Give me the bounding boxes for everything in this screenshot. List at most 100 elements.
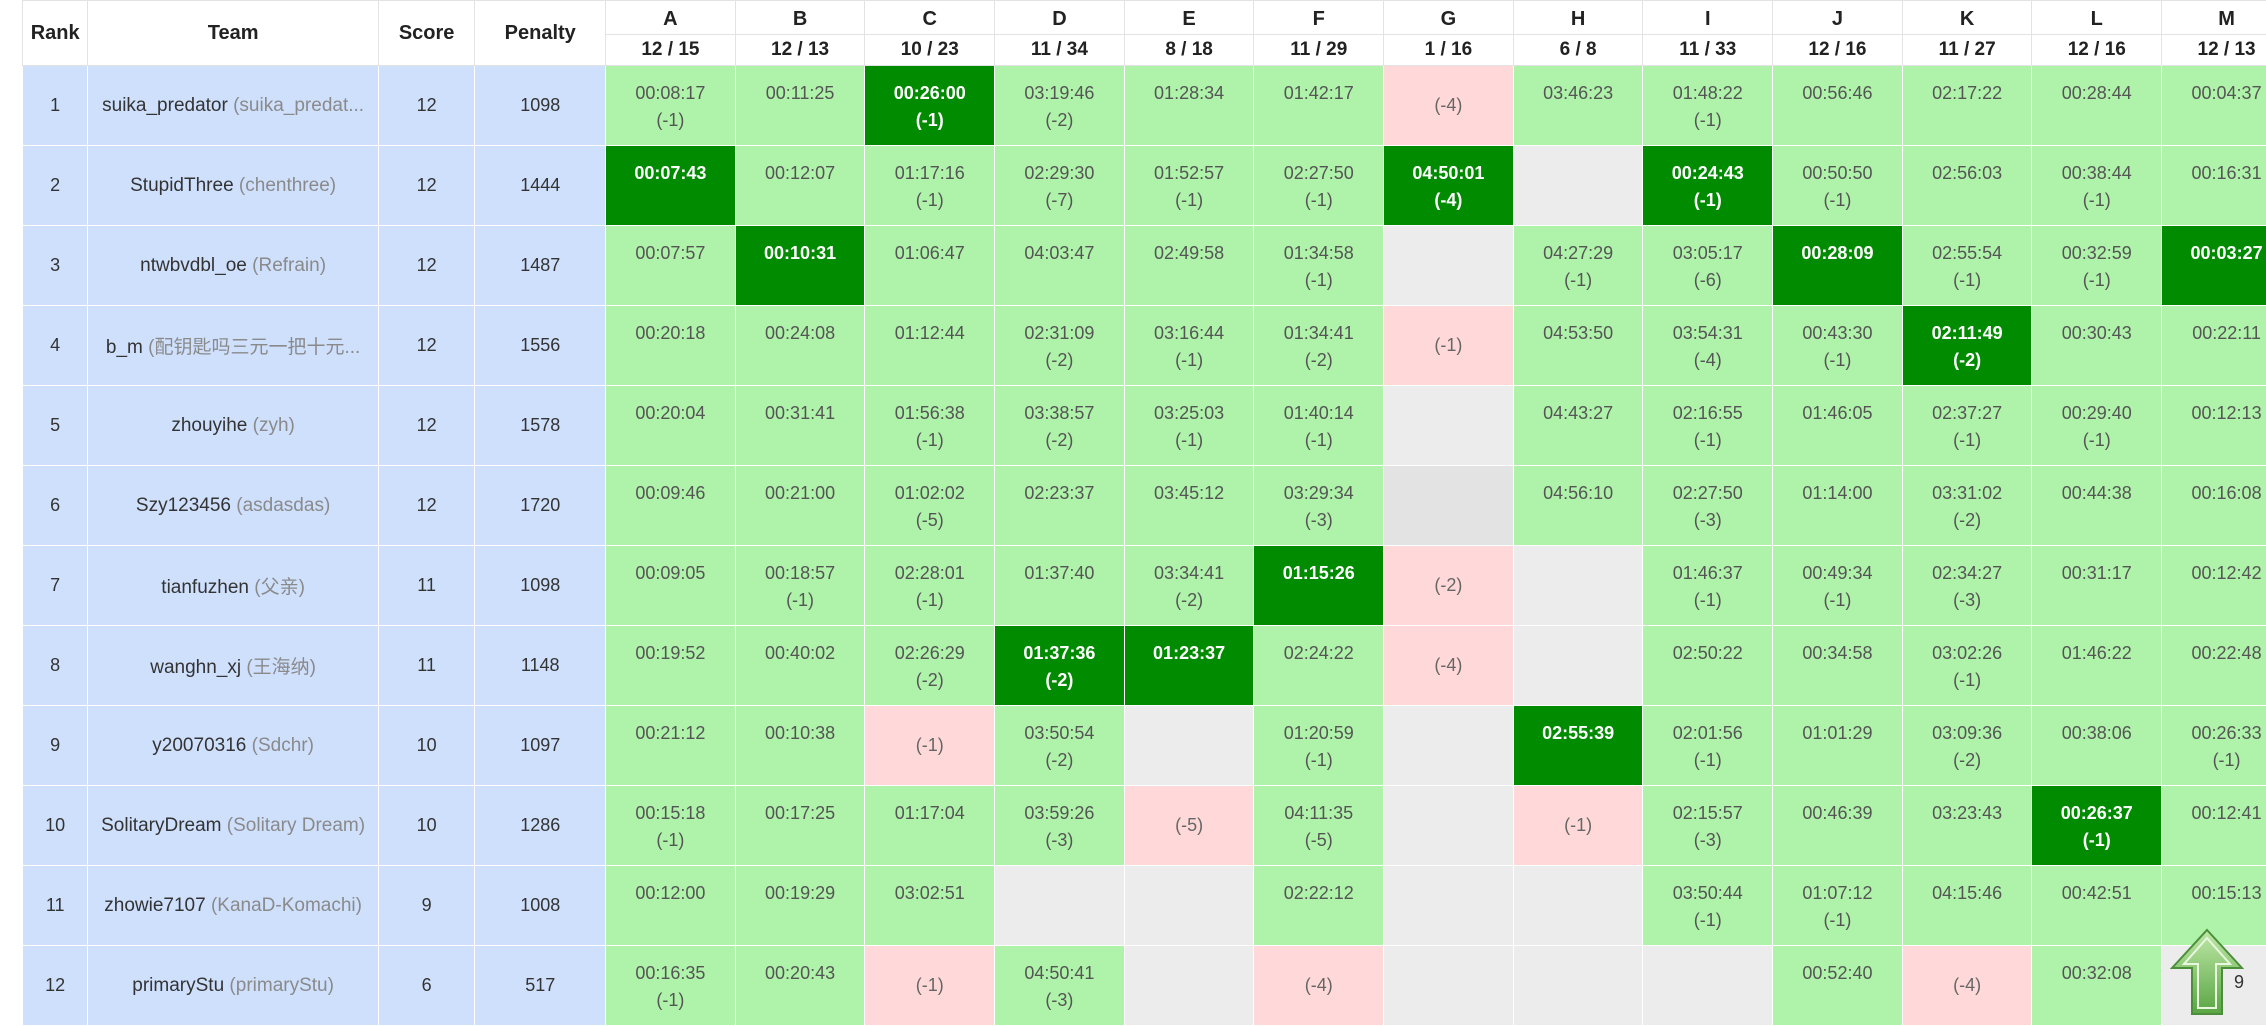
- problem-cell-g[interactable]: (-4): [1383, 625, 1514, 706]
- problem-cell-h[interactable]: 04:27:29 (-1): [1512, 225, 1644, 306]
- problem-cell-l[interactable]: 00:32:59 (-1): [2031, 225, 2163, 306]
- problem-cell-k[interactable]: 02:56:03: [1901, 145, 2033, 226]
- problem-cell-g[interactable]: [1383, 865, 1514, 946]
- problem-cell-e[interactable]: (-5): [1123, 785, 1255, 866]
- problem-header-m[interactable]: M 12 / 13: [2161, 0, 2266, 66]
- problem-cell-d[interactable]: 03:50:54 (-2): [994, 705, 1125, 786]
- problem-cell-c[interactable]: (-1): [864, 945, 996, 1026]
- problem-cell-k[interactable]: (-4): [1901, 945, 2033, 1026]
- problem-header-l[interactable]: L 12 / 16: [2031, 0, 2163, 66]
- problem-cell-k[interactable]: 02:37:27 (-1): [1901, 385, 2033, 466]
- problem-cell-h[interactable]: (-1): [1512, 785, 1644, 866]
- problem-cell-j[interactable]: 00:50:50 (-1): [1772, 145, 1903, 226]
- problem-cell-g[interactable]: [1383, 465, 1514, 546]
- problem-cell-m[interactable]: 00:22:11: [2161, 305, 2266, 386]
- table-row[interactable]: 4 b_m (配钥匙吗三元一把十元... 12 1556 00:20:18 00:24:0…: [22, 305, 2266, 386]
- problem-cell-c[interactable]: 00:26:00 (-1): [864, 65, 996, 146]
- problem-cell-m[interactable]: 00:12:42: [2161, 545, 2266, 626]
- table-row[interactable]: 10 SolitaryDream (Solitary Dream) 10 1286 00…: [22, 785, 2266, 866]
- problem-cell-i[interactable]: 02:50:22: [1642, 625, 1774, 706]
- penalty-header[interactable]: Penalty: [474, 0, 607, 66]
- problem-cell-b[interactable]: 00:12:07: [734, 145, 866, 226]
- problem-cell-l[interactable]: 00:31:17: [2031, 545, 2163, 626]
- team-cell[interactable]: SolitaryDream (Solitary Dream): [87, 785, 379, 866]
- problem-cell-e[interactable]: [1123, 865, 1255, 946]
- problem-cell-c[interactable]: 01:06:47: [864, 225, 996, 306]
- problem-cell-e[interactable]: 03:25:03 (-1): [1123, 385, 1255, 466]
- problem-cell-k[interactable]: 02:34:27 (-3): [1901, 545, 2033, 626]
- problem-cell-j[interactable]: 01:14:00: [1772, 465, 1903, 546]
- problem-header-k[interactable]: K 11 / 27: [1901, 0, 2033, 66]
- problem-cell-i[interactable]: 02:15:57 (-3): [1642, 785, 1774, 866]
- problem-cell-l[interactable]: 00:42:51: [2031, 865, 2163, 946]
- problem-cell-f[interactable]: 03:29:34 (-3): [1253, 465, 1385, 546]
- problem-cell-f[interactable]: 02:27:50 (-1): [1253, 145, 1385, 226]
- problem-cell-m[interactable]: 00:04:37: [2161, 65, 2266, 146]
- team-cell[interactable]: StupidThree (chenthree): [87, 145, 379, 226]
- team-cell[interactable]: wanghn_xj (王海纳): [87, 625, 379, 706]
- problem-cell-m[interactable]: 00:15:13: [2161, 865, 2266, 946]
- problem-cell-i[interactable]: 01:46:37 (-1): [1642, 545, 1774, 626]
- problem-cell-d[interactable]: 02:31:09 (-2): [994, 305, 1125, 386]
- problem-cell-m[interactable]: 00:16:31: [2161, 145, 2266, 226]
- problem-cell-f[interactable]: 01:40:14 (-1): [1253, 385, 1385, 466]
- problem-cell-b[interactable]: 00:31:41: [734, 385, 866, 466]
- problem-cell-b[interactable]: 00:24:08: [734, 305, 866, 386]
- problem-cell-g[interactable]: (-2): [1383, 545, 1514, 626]
- problem-cell-e[interactable]: [1123, 705, 1255, 786]
- problem-header-e[interactable]: E 8 / 18: [1123, 0, 1255, 66]
- problem-cell-d[interactable]: 04:50:41 (-3): [994, 945, 1125, 1026]
- table-row[interactable]: 12 primaryStu (primaryStu) 6 517 00:16:35 (-1…: [22, 945, 2266, 1026]
- problem-cell-i[interactable]: [1642, 945, 1774, 1026]
- problem-cell-c[interactable]: (-1): [864, 705, 996, 786]
- problem-cell-l[interactable]: 00:38:06: [2031, 705, 2163, 786]
- problem-cell-i[interactable]: 03:54:31 (-4): [1642, 305, 1774, 386]
- problem-cell-d[interactable]: [994, 865, 1125, 946]
- problem-header-h[interactable]: H 6 / 8: [1512, 0, 1644, 66]
- problem-cell-b[interactable]: 00:40:02: [734, 625, 866, 706]
- problem-cell-m[interactable]: 00:22:48: [2161, 625, 2266, 706]
- problem-cell-i[interactable]: 00:24:43 (-1): [1642, 145, 1774, 226]
- table-row[interactable]: 6 Szy123456 (asdasdas) 12 1720 00:09:46 00:21…: [22, 465, 2266, 546]
- problem-cell-h[interactable]: 03:46:23: [1512, 65, 1644, 146]
- problem-cell-e[interactable]: [1123, 945, 1255, 1026]
- problem-cell-d[interactable]: 03:59:26 (-3): [994, 785, 1125, 866]
- problem-cell-h[interactable]: 04:43:27: [1512, 385, 1644, 466]
- problem-cell-a[interactable]: 00:16:35 (-1): [605, 945, 736, 1026]
- problem-cell-j[interactable]: 00:43:30 (-1): [1772, 305, 1903, 386]
- problem-cell-a[interactable]: 00:15:18 (-1): [605, 785, 736, 866]
- team-cell[interactable]: Szy123456 (asdasdas): [87, 465, 379, 546]
- problem-cell-g[interactable]: 04:50:01 (-4): [1383, 145, 1514, 226]
- problem-cell-i[interactable]: 02:16:55 (-1): [1642, 385, 1774, 466]
- problem-cell-f[interactable]: 01:34:58 (-1): [1253, 225, 1385, 306]
- problem-cell-j[interactable]: 00:46:39: [1772, 785, 1903, 866]
- problem-cell-l[interactable]: 00:26:37 (-1): [2031, 785, 2163, 866]
- problem-cell-e[interactable]: 03:34:41 (-2): [1123, 545, 1255, 626]
- problem-cell-c[interactable]: 03:02:51: [864, 865, 996, 946]
- problem-cell-c[interactable]: 01:56:38 (-1): [864, 385, 996, 466]
- problem-cell-b[interactable]: 00:11:25: [734, 65, 866, 146]
- problem-cell-b[interactable]: 00:10:38: [734, 705, 866, 786]
- problem-cell-i[interactable]: 01:48:22 (-1): [1642, 65, 1774, 146]
- problem-cell-h[interactable]: [1512, 945, 1644, 1026]
- problem-cell-e[interactable]: 01:23:37: [1123, 625, 1255, 706]
- problem-cell-d[interactable]: 02:29:30 (-7): [994, 145, 1125, 226]
- problem-cell-f[interactable]: 01:42:17: [1253, 65, 1385, 146]
- problem-cell-f[interactable]: 01:34:41 (-2): [1253, 305, 1385, 386]
- problem-cell-a[interactable]: 00:07:57: [605, 225, 736, 306]
- problem-cell-g[interactable]: (-4): [1383, 65, 1514, 146]
- problem-cell-c[interactable]: 02:28:01 (-1): [864, 545, 996, 626]
- problem-cell-l[interactable]: 00:38:44 (-1): [2031, 145, 2163, 226]
- problem-cell-j[interactable]: 00:52:40: [1772, 945, 1903, 1026]
- problem-header-a[interactable]: A 12 / 15: [605, 0, 736, 66]
- problem-cell-g[interactable]: [1383, 225, 1514, 306]
- problem-cell-d[interactable]: 03:19:46 (-2): [994, 65, 1125, 146]
- problem-cell-i[interactable]: 03:05:17 (-6): [1642, 225, 1774, 306]
- problem-cell-k[interactable]: 03:31:02 (-2): [1901, 465, 2033, 546]
- table-row[interactable]: 2 StupidThree (chenthree) 12 1444 00:07:43 00…: [22, 145, 2266, 226]
- problem-cell-g[interactable]: [1383, 385, 1514, 466]
- problem-cell-f[interactable]: 01:15:26: [1253, 545, 1385, 626]
- problem-cell-a[interactable]: 00:09:05: [605, 545, 736, 626]
- problem-cell-f[interactable]: 04:11:35 (-5): [1253, 785, 1385, 866]
- table-row[interactable]: 8 wanghn_xj (王海纳) 11 1148 00:19:52 00:40:02 02…: [22, 625, 2266, 706]
